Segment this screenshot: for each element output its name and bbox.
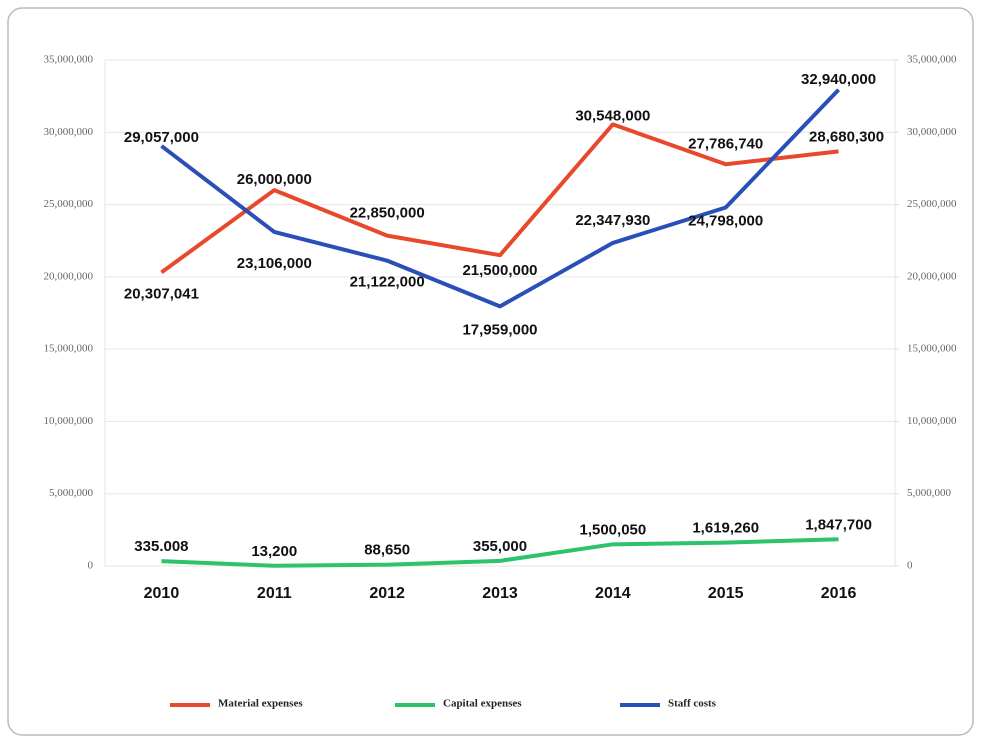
legend-label: Material expenses (218, 698, 303, 710)
y-tick-label: 20,000,000 (44, 270, 94, 282)
x-tick-label: 2013 (482, 585, 518, 602)
line-series (160, 122, 839, 275)
y-tick-label: 25,000,000 (44, 198, 94, 210)
y-tick-label: 5,000,000 (49, 487, 94, 499)
legend-label: Capital expenses (443, 698, 522, 710)
data-label: 22,850,000 (350, 205, 425, 222)
y2-tick-label: 0 (907, 560, 913, 572)
data-label: 355,000 (473, 538, 527, 555)
y-tick-label: 10,000,000 (44, 415, 94, 427)
y2-tick-label: 20,000,000 (907, 270, 957, 282)
y-tick-label: 0 (88, 560, 94, 572)
data-label: 23,106,000 (237, 255, 312, 272)
data-label: 32,940,000 (801, 71, 876, 88)
y2-tick-label: 15,000,000 (907, 343, 957, 355)
x-tick-label: 2014 (595, 585, 631, 602)
x-tick-label: 2011 (257, 585, 292, 602)
line-series (160, 88, 841, 309)
data-label: 1,847,700 (805, 516, 872, 533)
y2-tick-label: 25,000,000 (907, 198, 957, 210)
x-tick-label: 2010 (144, 585, 180, 602)
data-label: 30,548,000 (575, 107, 650, 124)
y2-tick-label: 30,000,000 (907, 126, 957, 138)
y2-tick-label: 10,000,000 (907, 415, 957, 427)
data-label: 1,500,050 (579, 521, 646, 538)
line-series (161, 537, 839, 568)
x-tick-label: 2016 (821, 585, 857, 602)
x-tick-label: 2012 (369, 585, 405, 602)
x-tick-label: 2015 (708, 585, 744, 602)
data-label: 24,798,000 (688, 212, 763, 229)
y-tick-label: 30,000,000 (44, 126, 94, 138)
data-label: 26,000,000 (237, 171, 312, 188)
data-label: 22,347,930 (575, 212, 650, 229)
data-label: 17,959,000 (462, 321, 537, 338)
y-tick-label: 35,000,000 (44, 54, 94, 66)
data-label: 335.008 (134, 538, 188, 555)
chart-frame (7, 7, 974, 736)
data-label: 88,650 (364, 542, 410, 559)
y2-tick-label: 35,000,000 (907, 54, 957, 66)
data-label: 13,200 (251, 543, 297, 560)
data-label: 29,057,000 (124, 129, 199, 146)
data-label: 28,680,300 (809, 128, 884, 145)
legend-label: Staff costs (668, 698, 717, 710)
data-label: 20,307,041 (124, 285, 199, 302)
data-label: 1,619,260 (692, 520, 759, 537)
data-label: 21,122,000 (350, 274, 425, 291)
data-label: 27,786,740 (688, 135, 763, 152)
data-label: 21,500,000 (462, 262, 537, 279)
y-tick-label: 15,000,000 (44, 343, 94, 355)
y2-tick-label: 5,000,000 (907, 487, 952, 499)
